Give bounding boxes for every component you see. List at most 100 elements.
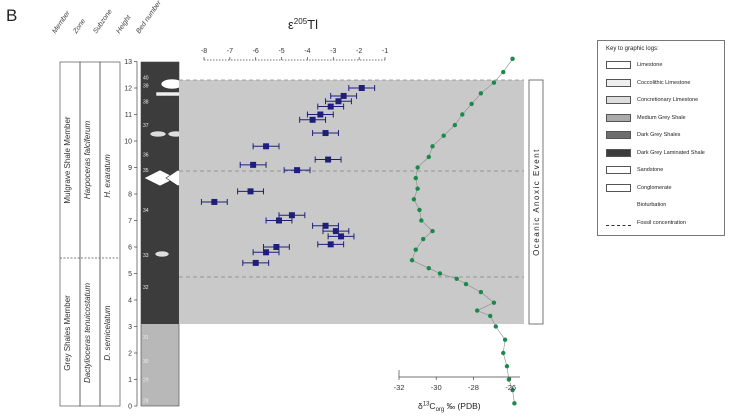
- thallium-point: [314, 156, 342, 163]
- carbon-isotope-axis-label: δ13Corg ‰ (PDB): [418, 401, 481, 413]
- legend-label: Coccolithic Limestone: [637, 79, 691, 86]
- thallium-marker: [288, 212, 295, 219]
- legend-label: Conglomerate: [637, 184, 672, 191]
- legend-label: Bioturbation: [637, 202, 667, 208]
- thallium-marker: [273, 244, 280, 250]
- legend-swatch: [606, 96, 631, 104]
- carbon-isotope-point: [426, 154, 431, 160]
- carbon-isotope-point: [493, 324, 498, 329]
- legend-key: Key to graphic logs: Limestone Coccolithi…: [597, 40, 725, 236]
- thallium-tick-label: -2: [356, 48, 362, 55]
- thallium-marker: [294, 167, 301, 174]
- thallium-point: [299, 116, 327, 123]
- carbon-isotope-point: [506, 377, 512, 382]
- carbon-isotope-point: [413, 247, 418, 252]
- thallium-marker: [317, 111, 324, 118]
- legend-item: Fossil concentration: [606, 217, 686, 229]
- height-tick-label: 10: [124, 139, 132, 146]
- carbon-tick-label: -28: [468, 383, 479, 392]
- legend-label: Limestone: [637, 62, 663, 68]
- carbon-isotope-point: [478, 289, 484, 295]
- carbon-isotope-point: [415, 165, 420, 170]
- thallium-axis-label: ε205Tl: [288, 17, 318, 32]
- member-label-mulgrave: Mulgrave Shale Member: [63, 116, 72, 203]
- concretion-band-1: [149, 130, 167, 138]
- panel-label: B: [6, 6, 18, 25]
- bed-number: 31: [143, 335, 149, 341]
- carbon-isotope-point: [441, 133, 446, 138]
- height-tick-label: 1: [128, 377, 132, 384]
- thallium-marker: [340, 92, 347, 99]
- bed-number-labels: 40 39 38 37 36 35 34 33 32 31 30 29 28: [143, 75, 149, 404]
- bed-number: 40: [143, 75, 149, 81]
- thallium-marker: [250, 161, 257, 168]
- thallium-marker: [325, 156, 332, 163]
- legend-item: Medium Grey Shale: [606, 112, 686, 124]
- carbon-isotope-point: [454, 276, 459, 281]
- thallium-marker: [327, 103, 334, 110]
- thallium-point: [322, 228, 350, 235]
- thallium-point: [348, 85, 376, 91]
- member-label-grey-shales: Grey Shales Member: [63, 295, 72, 371]
- carbon-isotope-point: [469, 101, 474, 107]
- carbon-isotope-point: [411, 197, 417, 202]
- thallium-point: [242, 259, 270, 266]
- thallium-tick-label: -1: [382, 48, 388, 55]
- thallium-series: [200, 85, 376, 266]
- thallium-point: [239, 161, 267, 168]
- legend-item: Dark Grey Shales: [606, 129, 680, 141]
- lithology-log: 40 39 38 37 36 35 34 33 32 31 30 29 28: [140, 61, 191, 407]
- carbon-isotope-point: [415, 186, 420, 191]
- carbon-isotope-point: [504, 364, 510, 369]
- carbon-isotope-point: [460, 112, 465, 117]
- thallium-point: [317, 241, 345, 248]
- height-tick-label: 12: [124, 86, 132, 93]
- thallium-tick-label: -4: [304, 48, 310, 55]
- thallium-marker: [263, 249, 270, 256]
- anoxic-event-box: [528, 79, 544, 325]
- legend-title: Key to graphic logs:: [606, 46, 659, 52]
- carbon-isotope-point: [413, 175, 418, 181]
- carbon-isotope-point: [463, 281, 469, 287]
- thallium-point: [278, 212, 306, 219]
- carbon-isotope-point: [417, 207, 422, 213]
- legend-swatch: [606, 183, 631, 192]
- thallium-point: [237, 188, 264, 195]
- bed-number: 36: [143, 152, 149, 158]
- legend-swatch: [606, 148, 631, 157]
- carbon-isotope-point: [502, 337, 508, 342]
- carbon-isotope-point: [501, 69, 506, 75]
- height-tick-label: 11: [125, 112, 132, 119]
- thallium-tick-label: -7: [227, 48, 233, 55]
- bed-number: 28: [143, 399, 149, 405]
- height-tick-label: 3: [128, 324, 132, 331]
- carbon-isotope-point: [419, 218, 424, 223]
- legend-swatch: [606, 78, 631, 87]
- carbon-isotope-point: [437, 271, 443, 276]
- carbon-isotope-axis: -32 -30 -28 -26: [394, 370, 520, 392]
- legend-item: Bioturbation: [606, 199, 666, 211]
- thallium-point: [306, 111, 334, 118]
- thallium-marker: [252, 259, 259, 266]
- legend-swatch: [606, 113, 631, 122]
- subzone-column: [99, 61, 121, 407]
- thallium-marker: [247, 188, 254, 195]
- carbon-isotope-point: [501, 350, 506, 356]
- carbon-isotope-point: [478, 91, 484, 96]
- carbon-isotope-point: [452, 122, 458, 128]
- legend-item: Coccolithic Limestone: [606, 77, 691, 89]
- legend-item: Dark Grey Laminated Shale: [606, 147, 705, 159]
- legend-swatch: [606, 202, 631, 208]
- thallium-point: [325, 98, 352, 105]
- height-tick-label: 7: [128, 218, 132, 225]
- legend-item: Sandstone: [606, 164, 663, 176]
- height-tick-label: 5: [128, 271, 132, 278]
- legend-label: Fossil concentration: [637, 219, 686, 226]
- thallium-tick-label: -3: [330, 48, 336, 55]
- bed-number: 34: [143, 208, 149, 214]
- height-tick-label: 4: [128, 298, 132, 305]
- legend-swatch: [606, 219, 631, 226]
- bed-number: 32: [143, 285, 149, 291]
